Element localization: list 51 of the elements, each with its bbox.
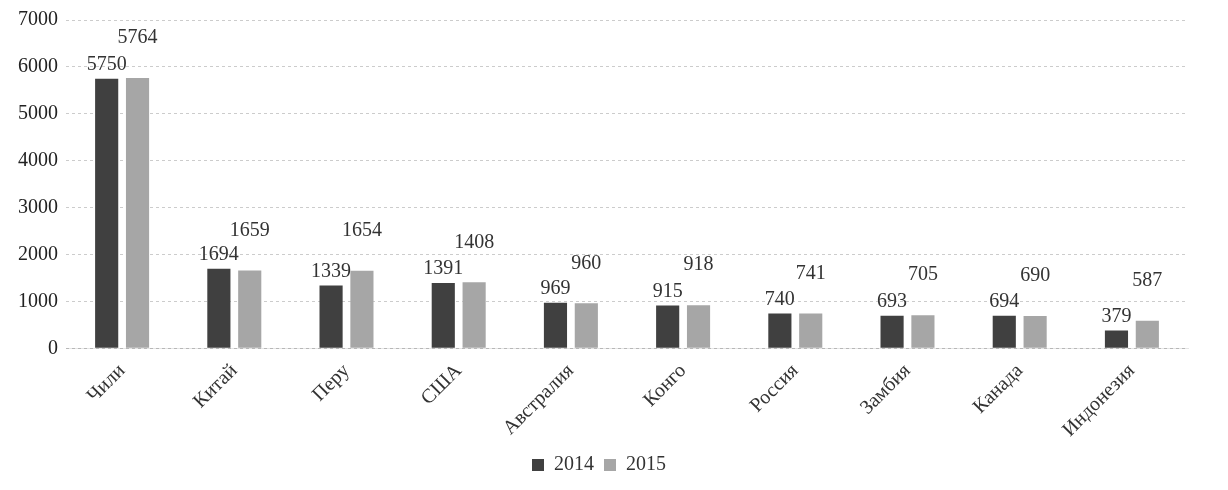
bar — [95, 78, 119, 348]
data-label: 690 — [1020, 263, 1051, 286]
x-tick-label: Чили — [81, 358, 129, 406]
data-label: 5750 — [86, 51, 127, 74]
bar — [238, 270, 262, 348]
bar — [543, 302, 568, 348]
data-label: 1654 — [341, 217, 382, 240]
bar — [686, 305, 711, 348]
data-label: 960 — [571, 250, 602, 273]
data-label: 705 — [907, 262, 938, 285]
data-label: 740 — [764, 286, 795, 309]
y-tick-label: 4000 — [18, 147, 58, 170]
data-label: 379 — [1101, 303, 1132, 326]
bar — [911, 315, 935, 348]
y-tick-label: 2000 — [18, 241, 58, 264]
data-label: 5764 — [117, 25, 158, 48]
bar — [799, 313, 823, 348]
bar — [462, 282, 486, 348]
data-label: 1694 — [198, 242, 239, 265]
bar — [1104, 330, 1129, 348]
data-label: 1391 — [423, 256, 464, 279]
bar — [319, 285, 343, 348]
y-tick-label: 1000 — [18, 288, 58, 311]
legend-label: 2015 — [626, 452, 666, 475]
bar — [656, 305, 680, 348]
data-label: 918 — [683, 252, 714, 275]
data-label: 693 — [877, 289, 908, 312]
data-label: 969 — [540, 276, 571, 299]
y-tick-label: 0 — [48, 335, 58, 358]
bar — [1135, 320, 1159, 348]
bar — [768, 313, 792, 348]
data-label: 1339 — [311, 258, 352, 281]
y-tick-label: 5000 — [18, 101, 58, 124]
bar — [350, 270, 374, 348]
bar — [431, 283, 455, 348]
y-tick-label: 7000 — [18, 7, 58, 30]
bar — [125, 77, 150, 348]
data-label: 915 — [652, 278, 683, 301]
bar — [207, 268, 231, 348]
y-tick-label: 6000 — [18, 54, 58, 77]
bar — [992, 315, 1016, 348]
data-label: 1408 — [454, 229, 495, 252]
data-label: 1659 — [229, 217, 270, 240]
y-tick-label: 3000 — [18, 194, 58, 217]
bar — [1023, 315, 1047, 348]
legend-label: 2014 — [554, 452, 594, 475]
data-label: 587 — [1132, 268, 1163, 291]
data-label: 741 — [795, 260, 826, 283]
bar — [574, 303, 598, 348]
data-label: 694 — [989, 289, 1020, 312]
bar — [880, 315, 904, 348]
